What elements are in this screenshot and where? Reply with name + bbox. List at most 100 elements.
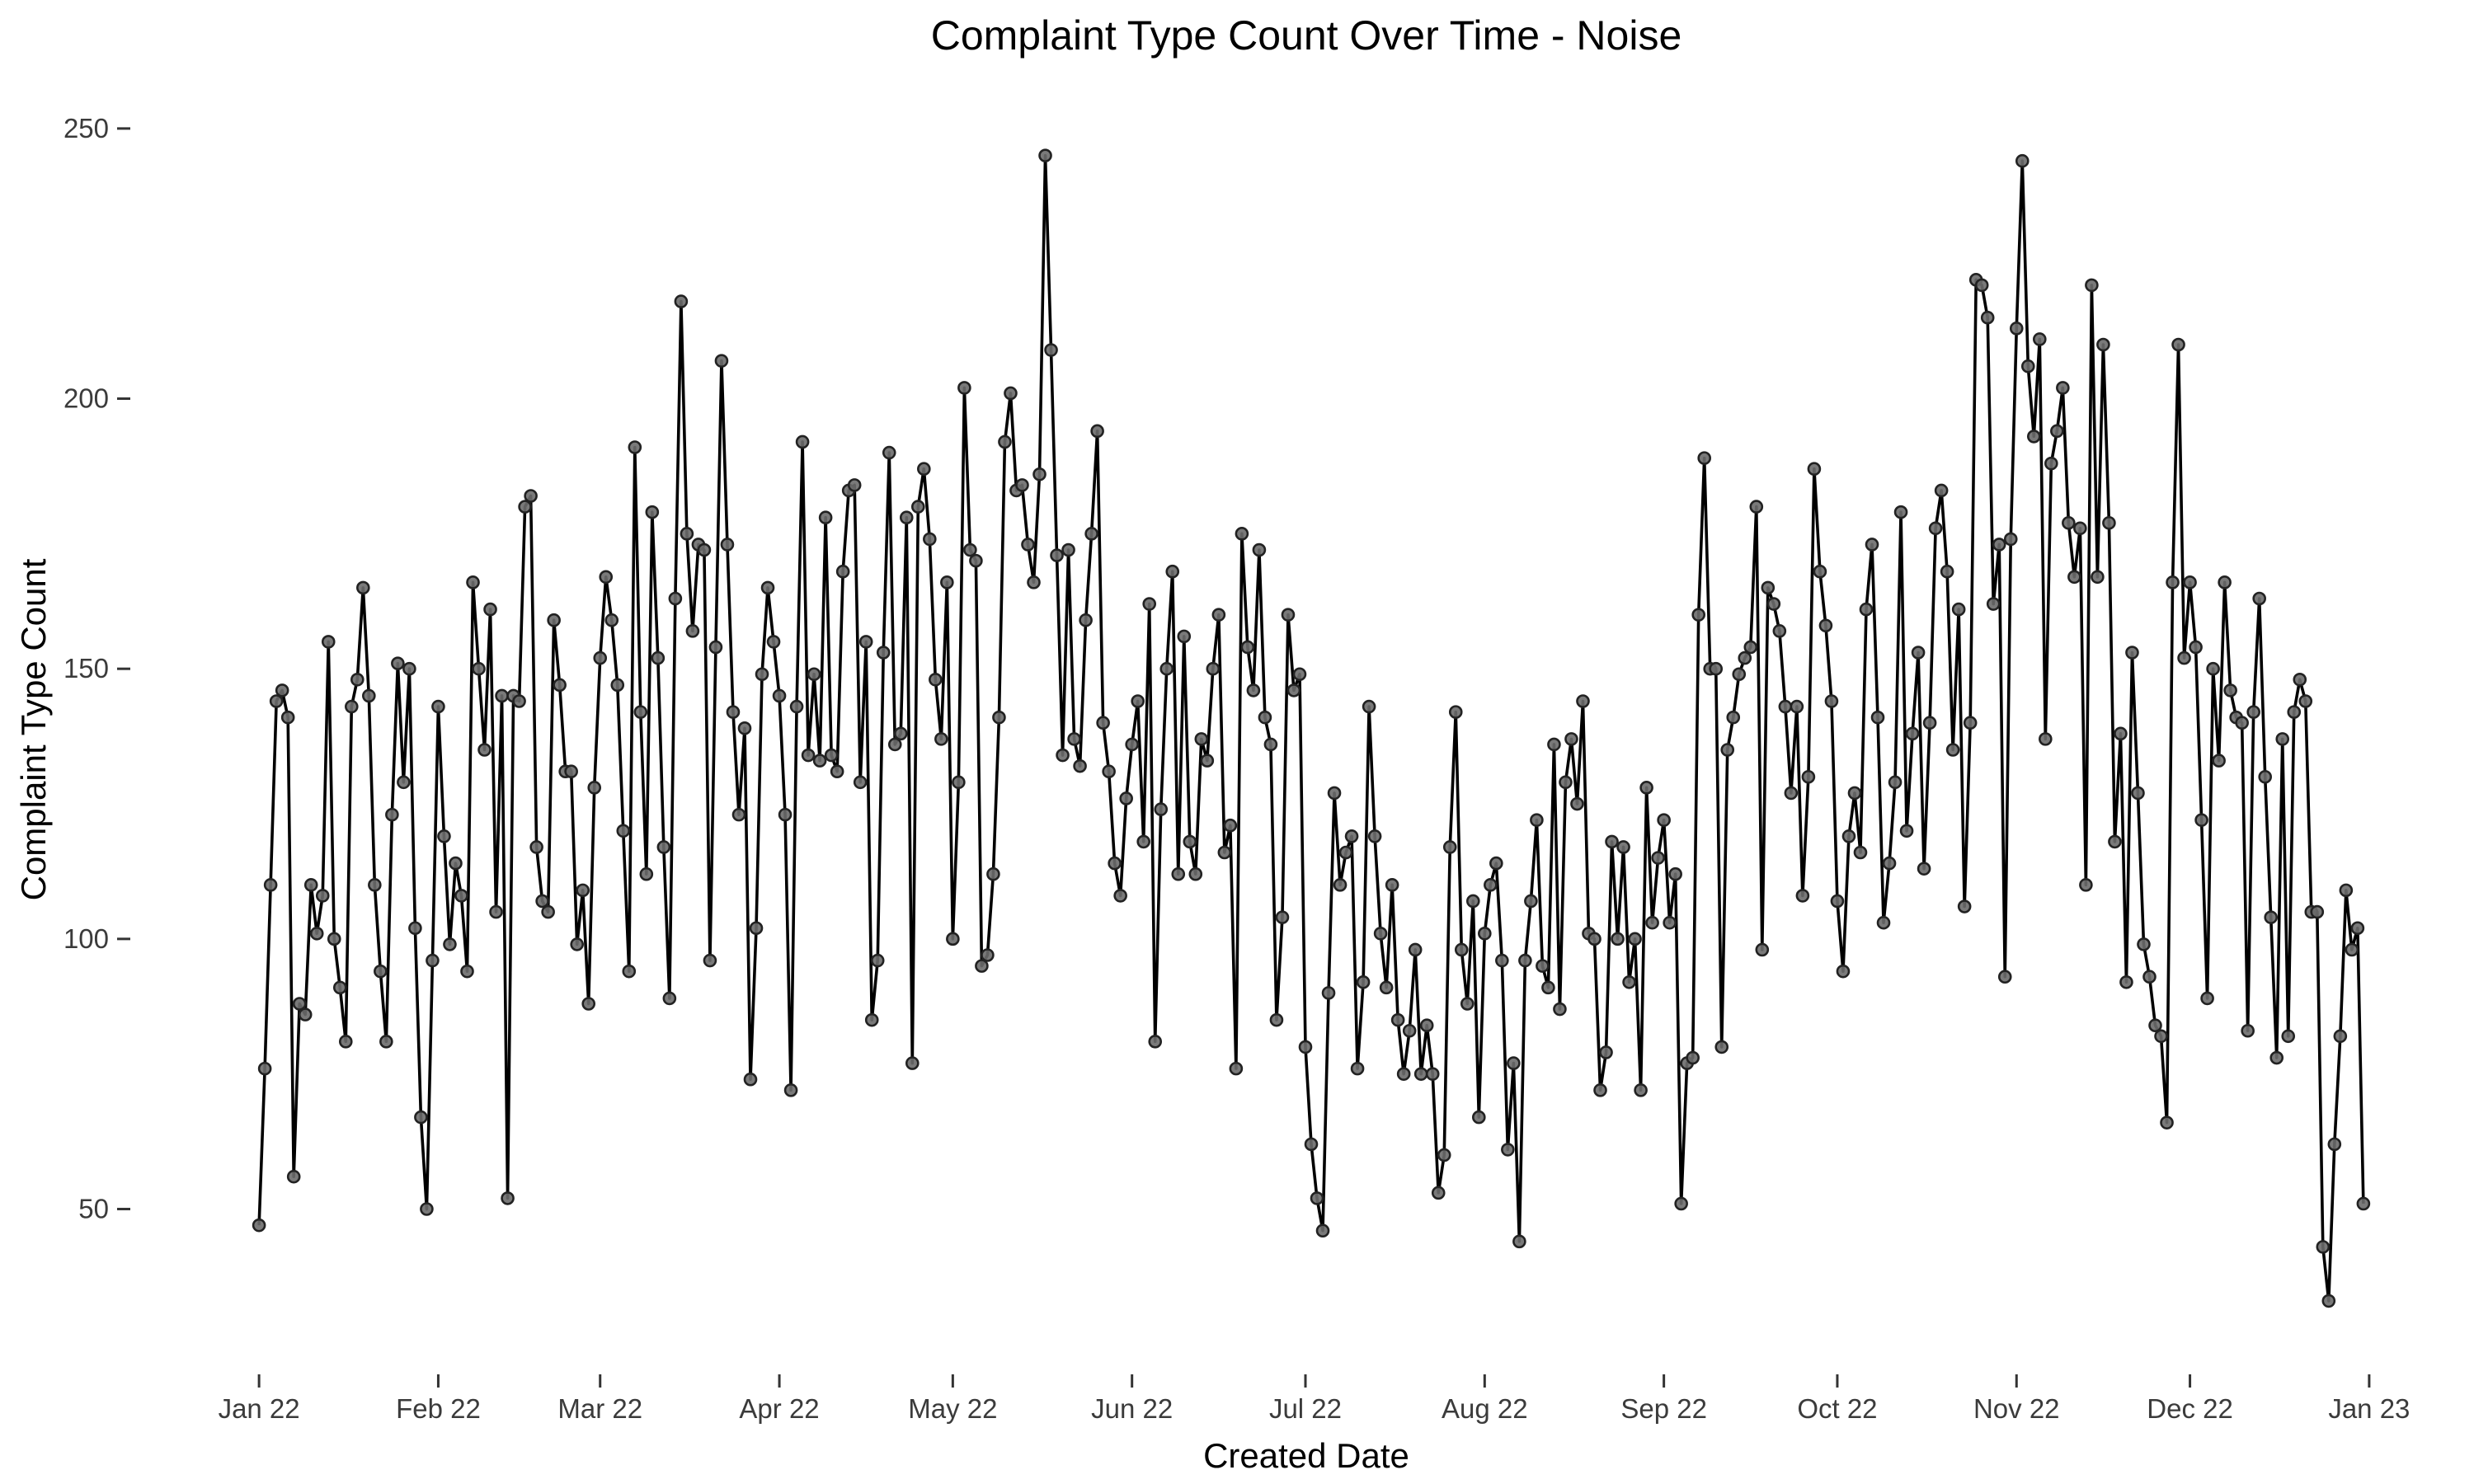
data-point	[599, 570, 614, 585]
data-point	[2056, 381, 2070, 395]
data-point	[772, 688, 787, 703]
data-point	[2321, 1294, 2336, 1308]
data-point	[1413, 1067, 1428, 1081]
data-point	[1102, 764, 1116, 779]
data-point	[1362, 699, 1376, 714]
data-point	[483, 602, 497, 617]
data-point	[1818, 618, 1833, 633]
data-point	[1148, 1035, 1163, 1049]
data-point	[957, 381, 971, 395]
data-point	[1686, 1050, 1700, 1065]
data-point	[1252, 542, 1267, 557]
data-point	[1766, 597, 1781, 611]
data-point	[807, 667, 821, 682]
data-point	[2345, 942, 2359, 957]
data-point	[864, 1012, 879, 1027]
y-tick-label: 150	[63, 653, 109, 683]
data-point	[303, 878, 318, 892]
data-point	[1027, 575, 1041, 589]
data-point	[1553, 1002, 1567, 1017]
data-point	[1940, 564, 1954, 579]
data-point	[1402, 1023, 1417, 1038]
data-point	[2177, 650, 2191, 665]
data-point	[1564, 732, 1578, 746]
data-point	[269, 694, 284, 708]
data-point	[1292, 667, 1307, 682]
data-point	[275, 683, 289, 697]
data-point	[1899, 824, 1914, 838]
x-tick-label: Feb 22	[396, 1393, 481, 1424]
data-point	[397, 775, 411, 790]
data-point	[1888, 775, 1903, 790]
data-point	[1159, 661, 1174, 676]
data-point	[1263, 737, 1278, 752]
data-point	[2020, 359, 2035, 373]
data-point	[1206, 661, 1221, 676]
data-point	[374, 964, 388, 979]
data-point	[1050, 548, 1064, 562]
data-point	[362, 688, 376, 703]
data-point	[286, 1169, 301, 1184]
data-point	[344, 699, 359, 714]
data-point	[495, 688, 509, 703]
data-point	[1957, 899, 1972, 913]
data-point	[1755, 942, 1770, 957]
data-point	[2108, 834, 2122, 849]
data-point	[1084, 527, 1098, 541]
data-point	[2067, 570, 2081, 585]
data-point	[1697, 451, 1711, 465]
data-point	[338, 1035, 353, 1049]
data-point	[454, 889, 468, 903]
data-point	[923, 532, 937, 547]
data-point	[1113, 889, 1127, 903]
data-point	[1726, 710, 1741, 725]
data-point	[1096, 716, 1110, 730]
data-point	[1980, 310, 1995, 325]
data-point	[1079, 613, 1093, 627]
data-point	[449, 856, 463, 871]
data-point	[1778, 699, 1793, 714]
data-point	[680, 527, 694, 541]
data-point	[581, 997, 596, 1011]
data-point	[992, 710, 1006, 725]
data-point	[2327, 1137, 2342, 1152]
data-point	[720, 538, 735, 552]
data-point	[1651, 851, 1665, 865]
data-point	[946, 932, 960, 946]
data-point	[876, 646, 891, 660]
data-point	[743, 1072, 758, 1087]
data-point	[1315, 1223, 1330, 1238]
data-point	[2102, 515, 2116, 530]
data-point	[1536, 959, 1550, 973]
data-point	[2166, 575, 2180, 589]
data-point	[969, 553, 983, 568]
data-point	[437, 829, 451, 843]
x-tick-label: May 22	[908, 1393, 997, 1424]
data-point	[2206, 661, 2220, 676]
data-point	[1639, 781, 1653, 795]
data-point	[616, 824, 631, 838]
data-point	[622, 964, 637, 979]
data-point	[1431, 1186, 1446, 1200]
data-point	[2287, 705, 2302, 719]
data-point	[1495, 953, 1509, 968]
data-point	[2160, 1115, 2174, 1129]
data-point	[1720, 743, 1735, 757]
data-point	[2200, 991, 2214, 1006]
data-point	[812, 754, 827, 768]
data-point	[1217, 845, 1232, 860]
data-point	[1518, 953, 1532, 968]
data-point	[2148, 1018, 2162, 1032]
data-point	[472, 661, 486, 676]
data-point	[1859, 602, 1874, 617]
data-point	[1396, 1067, 1411, 1081]
y-axis-title: Complaint Type Count	[14, 558, 53, 900]
data-point	[1732, 667, 1747, 682]
data-point	[1847, 786, 1862, 801]
data-point	[2125, 646, 2139, 660]
data-point	[1951, 602, 1966, 617]
data-point	[2085, 278, 2099, 293]
data-point	[795, 434, 810, 449]
data-point	[1004, 386, 1018, 401]
data-point	[2003, 532, 2018, 547]
